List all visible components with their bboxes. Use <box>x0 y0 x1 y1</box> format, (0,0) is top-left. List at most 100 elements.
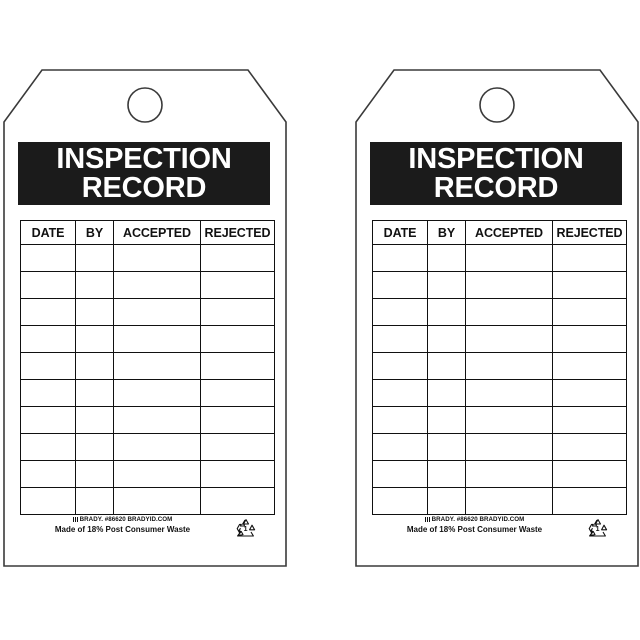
cell-accepted[interactable] <box>113 487 201 515</box>
cell-by[interactable] <box>75 433 114 461</box>
cell-rejected[interactable] <box>200 487 275 515</box>
cell-rejected[interactable] <box>552 325 627 353</box>
cell-date[interactable] <box>20 379 76 407</box>
table-row[interactable] <box>20 244 275 272</box>
cell-accepted[interactable] <box>113 271 201 299</box>
cell-by[interactable] <box>427 352 466 380</box>
cell-date[interactable] <box>372 460 428 488</box>
cell-accepted[interactable] <box>465 298 553 326</box>
table-row[interactable] <box>372 271 627 299</box>
cell-rejected[interactable] <box>552 379 627 407</box>
cell-date[interactable] <box>372 352 428 380</box>
cell-accepted[interactable] <box>465 271 553 299</box>
cell-rejected[interactable] <box>200 352 275 380</box>
cell-by[interactable] <box>427 271 466 299</box>
cell-by[interactable] <box>75 271 114 299</box>
cell-date[interactable] <box>372 487 428 515</box>
table-row[interactable] <box>372 460 627 488</box>
cell-rejected[interactable] <box>552 433 627 461</box>
cell-date[interactable] <box>20 325 76 353</box>
cell-by[interactable] <box>427 433 466 461</box>
cell-accepted[interactable] <box>113 406 201 434</box>
table-row[interactable] <box>372 433 627 461</box>
cell-by[interactable] <box>75 325 114 353</box>
cell-date[interactable] <box>372 379 428 407</box>
cell-accepted[interactable] <box>113 379 201 407</box>
table-row[interactable] <box>20 325 275 353</box>
table-row[interactable] <box>20 460 275 488</box>
cell-rejected[interactable] <box>200 244 275 272</box>
cell-date[interactable] <box>372 298 428 326</box>
cell-date[interactable] <box>20 487 76 515</box>
cell-date[interactable] <box>20 352 76 380</box>
cell-accepted[interactable] <box>113 433 201 461</box>
cell-date[interactable] <box>20 460 76 488</box>
cell-by[interactable] <box>427 244 466 272</box>
cell-rejected[interactable] <box>200 298 275 326</box>
cell-accepted[interactable] <box>465 379 553 407</box>
table-row[interactable] <box>372 406 627 434</box>
cell-rejected[interactable] <box>552 406 627 434</box>
cell-date[interactable] <box>372 271 428 299</box>
cell-rejected[interactable] <box>200 271 275 299</box>
cell-date[interactable] <box>20 244 76 272</box>
cell-by[interactable] <box>427 487 466 515</box>
cell-by[interactable] <box>427 460 466 488</box>
cell-accepted[interactable] <box>113 298 201 326</box>
inspection-tag-left[interactable]: INSPECTION RECORD DATE BY ACCEPTED REJEC… <box>2 0 288 640</box>
cell-accepted[interactable] <box>465 460 553 488</box>
cell-by[interactable] <box>75 244 114 272</box>
table-row[interactable] <box>372 325 627 353</box>
cell-rejected[interactable] <box>552 460 627 488</box>
cell-accepted[interactable] <box>113 352 201 380</box>
inspection-record-table[interactable]: DATE BY ACCEPTED REJECTED <box>20 220 275 515</box>
table-row[interactable] <box>20 406 275 434</box>
cell-date[interactable] <box>20 298 76 326</box>
cell-accepted[interactable] <box>465 244 553 272</box>
cell-rejected[interactable] <box>200 406 275 434</box>
table-row[interactable] <box>372 352 627 380</box>
table-row[interactable] <box>20 271 275 299</box>
cell-by[interactable] <box>427 406 466 434</box>
table-row[interactable] <box>372 379 627 407</box>
cell-by[interactable] <box>427 379 466 407</box>
cell-accepted[interactable] <box>465 352 553 380</box>
table-row[interactable] <box>20 433 275 461</box>
cell-rejected[interactable] <box>200 460 275 488</box>
cell-date[interactable] <box>372 433 428 461</box>
table-row[interactable] <box>372 487 627 515</box>
cell-by[interactable] <box>75 460 114 488</box>
cell-date[interactable] <box>20 433 76 461</box>
cell-rejected[interactable] <box>552 244 627 272</box>
cell-rejected[interactable] <box>552 487 627 515</box>
cell-by[interactable] <box>75 298 114 326</box>
inspection-record-table[interactable]: DATE BY ACCEPTED REJECTED <box>372 220 627 515</box>
cell-date[interactable] <box>20 406 76 434</box>
table-row[interactable] <box>20 379 275 407</box>
cell-rejected[interactable] <box>200 325 275 353</box>
table-row[interactable] <box>20 298 275 326</box>
cell-by[interactable] <box>427 325 466 353</box>
table-row[interactable] <box>20 352 275 380</box>
cell-rejected[interactable] <box>200 379 275 407</box>
cell-by[interactable] <box>75 487 114 515</box>
cell-by[interactable] <box>427 298 466 326</box>
cell-date[interactable] <box>20 271 76 299</box>
cell-date[interactable] <box>372 244 428 272</box>
cell-date[interactable] <box>372 325 428 353</box>
cell-accepted[interactable] <box>113 460 201 488</box>
cell-by[interactable] <box>75 379 114 407</box>
table-row[interactable] <box>20 487 275 515</box>
cell-accepted[interactable] <box>465 406 553 434</box>
inspection-tag-right[interactable]: INSPECTION RECORD DATE BY ACCEPTED REJEC… <box>354 0 640 640</box>
table-row[interactable] <box>372 244 627 272</box>
cell-accepted[interactable] <box>113 325 201 353</box>
cell-accepted[interactable] <box>113 244 201 272</box>
cell-rejected[interactable] <box>552 352 627 380</box>
cell-rejected[interactable] <box>200 433 275 461</box>
cell-rejected[interactable] <box>552 271 627 299</box>
cell-accepted[interactable] <box>465 487 553 515</box>
cell-accepted[interactable] <box>465 433 553 461</box>
cell-rejected[interactable] <box>552 298 627 326</box>
cell-by[interactable] <box>75 406 114 434</box>
